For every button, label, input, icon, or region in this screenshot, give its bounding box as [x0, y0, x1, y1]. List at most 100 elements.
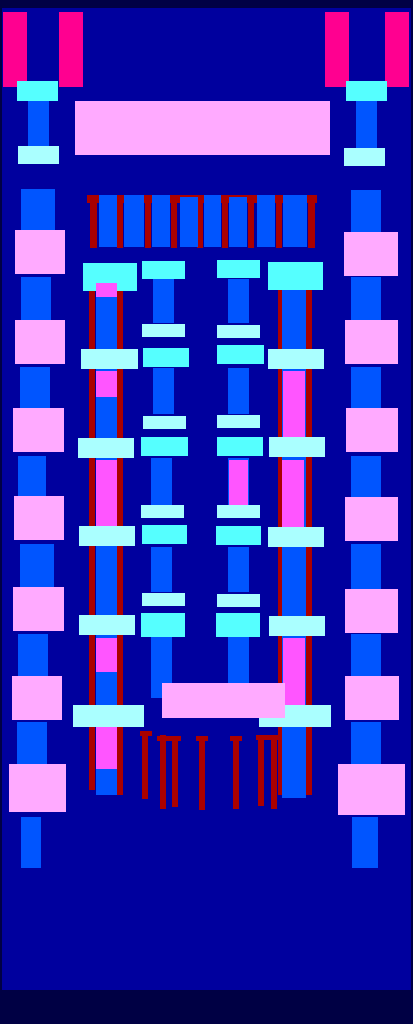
comb-cap: [157, 736, 181, 741]
pillar-base: [18, 146, 59, 164]
column-shaft: [153, 279, 174, 323]
pillar-shaft: [356, 98, 377, 148]
column-shaft: [228, 279, 249, 323]
column-shaft: [21, 277, 51, 323]
column-shaft: [351, 367, 381, 410]
column-band: [217, 325, 260, 338]
column-shaft: [351, 277, 381, 323]
corner-block: [59, 12, 83, 87]
column-shaft: [17, 722, 47, 768]
column-block: [345, 497, 398, 541]
arcade-block: [124, 195, 144, 247]
column-cap: [142, 261, 185, 279]
arcade-post: [308, 195, 315, 248]
column-band: [217, 345, 264, 364]
column-block: [344, 232, 398, 276]
lower-posts: [140, 731, 280, 810]
column-shaft: [228, 368, 249, 414]
column-block: [338, 764, 405, 815]
column-band: [217, 594, 260, 607]
pillar-shaft: [28, 98, 49, 148]
comb-cap: [196, 736, 208, 741]
blue-field: [2, 8, 411, 990]
violet-insert: [96, 371, 117, 397]
arcade-block: [229, 197, 247, 247]
column-shaft: [21, 817, 41, 868]
column-band: [141, 437, 188, 456]
arcade-post: [117, 195, 123, 248]
violet-insert: [283, 371, 305, 438]
column-cap: [217, 260, 260, 278]
arcade-block: [99, 195, 117, 247]
column-band: [79, 615, 135, 635]
column-block: [14, 496, 64, 540]
inner-right-column: [259, 262, 331, 798]
top-pink-panel: [75, 101, 330, 155]
arcade-block: [257, 195, 275, 247]
arcade-post: [197, 195, 203, 248]
column-shaft: [21, 189, 55, 237]
column-band: [141, 505, 184, 518]
column-band: [268, 527, 324, 547]
column-band: [142, 525, 187, 544]
column-band: [78, 438, 134, 458]
column-shaft: [351, 190, 381, 235]
column-block: [12, 676, 62, 720]
column-shaft: [20, 544, 54, 590]
corner-block: [3, 12, 27, 87]
comb-cap: [230, 736, 242, 741]
column-band: [216, 526, 261, 545]
comb-post: [233, 736, 239, 809]
violet-insert: [283, 638, 305, 707]
arcade-block: [204, 195, 221, 247]
corner-block: [325, 12, 349, 87]
pillar-cap: [17, 81, 58, 101]
column-block: [13, 408, 64, 452]
column-shaft: [20, 367, 50, 410]
column-band: [142, 324, 185, 337]
column-band: [142, 593, 185, 606]
column-shaft: [151, 547, 172, 592]
column-shaft: [228, 547, 249, 592]
column-shaft: [351, 722, 381, 768]
column-base: [141, 613, 185, 637]
column-block: [345, 320, 398, 364]
arcade-post: [276, 195, 282, 248]
pillar-cap: [346, 81, 387, 101]
column-block: [346, 408, 398, 452]
arcade-block: [180, 197, 198, 247]
column-band: [217, 415, 260, 428]
column-foot: [228, 637, 246, 653]
column-shaft: [351, 634, 381, 679]
arcade-post: [248, 195, 254, 248]
top-arcade: [87, 195, 317, 248]
column-block: [9, 764, 66, 812]
column-block: [345, 589, 398, 633]
arcade-block: [283, 195, 307, 247]
column-band: [143, 348, 189, 367]
column-shaft: [18, 634, 48, 679]
arcade-post: [171, 195, 177, 248]
comb-post: [258, 737, 264, 806]
column-cap: [268, 262, 323, 290]
comb-cap: [256, 735, 280, 740]
column-block: [15, 230, 65, 274]
corner-blocks: [3, 12, 409, 87]
comb-post: [142, 733, 148, 799]
column-base: [216, 613, 260, 637]
column-shaft: [153, 368, 174, 414]
left-outer-column: [9, 189, 66, 868]
arcade-post: [222, 195, 228, 248]
lower-pink-panel: [162, 683, 285, 718]
inner-center-right-column: [216, 260, 264, 688]
column-block: [13, 587, 64, 631]
pillar-base: [344, 148, 385, 166]
comb-post: [172, 738, 178, 807]
right-outer-column: [338, 190, 405, 868]
violet-insert: [96, 727, 117, 769]
arcade-post: [90, 195, 97, 248]
arcade-post: [145, 195, 151, 248]
column-shaft: [351, 544, 381, 590]
column-band: [73, 705, 144, 727]
column-band: [217, 505, 260, 518]
